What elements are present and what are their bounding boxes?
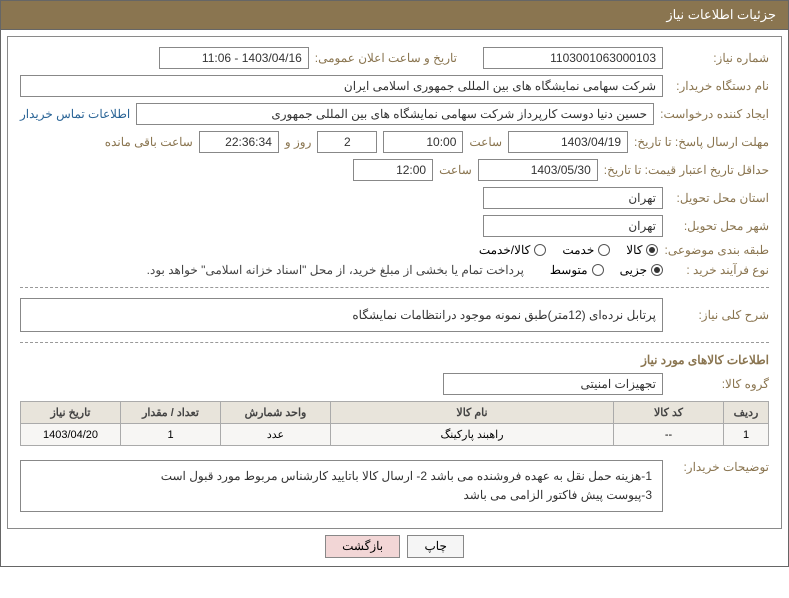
countdown-field: 22:36:34 bbox=[199, 131, 279, 153]
deadline-time-field: 10:00 bbox=[383, 131, 463, 153]
summary-field: پرتابل نرده‌ای (12متر)طبق نمونه موجود در… bbox=[20, 298, 663, 332]
table-header-row: ردیف کد کالا نام کالا واحد شمارش تعداد /… bbox=[21, 402, 769, 424]
main-frame: 🛡 AriaTender.net شماره نیاز: 11030010630… bbox=[0, 29, 789, 567]
row-summary: شرح کلی نیاز: پرتابل نرده‌ای (12متر)طبق … bbox=[20, 298, 769, 332]
col-qty: تعداد / مقدار bbox=[121, 402, 221, 424]
goods-group-field: تجهیزات امنیتی bbox=[443, 373, 663, 395]
goods-group-label: گروه کالا: bbox=[669, 377, 769, 391]
days-and-label: روز و bbox=[285, 135, 312, 149]
category-radio-group: کالا خدمت کالا/خدمت bbox=[479, 243, 659, 257]
need-number-label: شماره نیاز: bbox=[669, 51, 769, 65]
buyer-desc-line2: 3-پیوست پیش فاکتور الزامی می باشد bbox=[31, 486, 652, 505]
category-label: طبقه بندی موضوعی: bbox=[664, 243, 769, 257]
radio-partial[interactable]: جزیی bbox=[620, 263, 663, 277]
details-panel: شماره نیاز: 1103001063000103 تاریخ و ساع… bbox=[7, 36, 782, 529]
city-field: تهران bbox=[483, 215, 663, 237]
radio-service[interactable]: خدمت bbox=[562, 243, 610, 257]
radio-goods-label: کالا bbox=[626, 243, 642, 257]
deadline-label: مهلت ارسال پاسخ: تا تاریخ: bbox=[634, 135, 769, 149]
row-min-valid: حداقل تاریخ اعتبار قیمت: تا تاریخ: 1403/… bbox=[20, 159, 769, 181]
row-requester: ایجاد کننده درخواست: حسین دنیا دوست کارپ… bbox=[20, 103, 769, 125]
row-deadline: مهلت ارسال پاسخ: تا تاریخ: 1403/04/19 سا… bbox=[20, 131, 769, 153]
divider bbox=[20, 287, 769, 288]
row-category: طبقه بندی موضوعی: کالا خدمت کالا/خدمت bbox=[20, 243, 769, 257]
print-button[interactable]: چاپ bbox=[407, 535, 463, 558]
announce-label: تاریخ و ساعت اعلان عمومی: bbox=[315, 51, 457, 65]
remaining-label: ساعت باقی مانده bbox=[105, 135, 193, 149]
buyer-desc-line1: 1-هزینه حمل نقل به عهده فروشنده می باشد … bbox=[31, 467, 652, 486]
divider bbox=[20, 342, 769, 343]
cell-code: -- bbox=[614, 424, 724, 446]
row-province: استان محل تحویل: تهران bbox=[20, 187, 769, 209]
deadline-time-label: ساعت bbox=[469, 135, 502, 149]
radio-partial-label: جزیی bbox=[620, 263, 647, 277]
panel-header: جزئیات اطلاعات نیاز bbox=[0, 0, 789, 29]
city-label: شهر محل تحویل: bbox=[669, 219, 769, 233]
cell-date: 1403/04/20 bbox=[21, 424, 121, 446]
requester-label: ایجاد کننده درخواست: bbox=[660, 107, 769, 121]
process-label: نوع فرآیند خرید : bbox=[669, 263, 769, 277]
buyer-org-label: نام دستگاه خریدار: bbox=[669, 79, 769, 93]
summary-label: شرح کلی نیاز: bbox=[669, 308, 769, 322]
row-need-number: شماره نیاز: 1103001063000103 تاریخ و ساع… bbox=[20, 47, 769, 69]
process-note: پرداخت تمام یا بخشی از مبلغ خرید، از محل… bbox=[147, 263, 524, 277]
row-buyer-org: نام دستگاه خریدار: شرکت سهامی نمایشگاه ه… bbox=[20, 75, 769, 97]
radio-goods-service[interactable]: کالا/خدمت bbox=[479, 243, 546, 257]
row-city: شهر محل تحویل: تهران bbox=[20, 215, 769, 237]
panel-title: جزئیات اطلاعات نیاز bbox=[666, 7, 776, 22]
requester-field: حسین دنیا دوست کارپرداز شرکت سهامی نمایش… bbox=[136, 103, 654, 125]
buyer-desc-box: 1-هزینه حمل نقل به عهده فروشنده می باشد … bbox=[20, 460, 663, 512]
back-button[interactable]: بازگشت bbox=[325, 535, 400, 558]
button-bar: چاپ بازگشت bbox=[7, 529, 782, 560]
col-row: ردیف bbox=[724, 402, 769, 424]
process-radio-group: جزیی متوسط bbox=[550, 263, 663, 277]
announce-field: 1403/04/16 - 11:06 bbox=[159, 47, 309, 69]
radio-icon bbox=[651, 264, 663, 276]
row-buyer-desc: توضیحات خریدار: 1-هزینه حمل نقل به عهده … bbox=[20, 454, 769, 512]
radio-goods[interactable]: کالا bbox=[626, 243, 658, 257]
buyer-contact-link[interactable]: اطلاعات تماس خریدار bbox=[20, 107, 130, 121]
cell-row: 1 bbox=[724, 424, 769, 446]
cell-unit: عدد bbox=[221, 424, 331, 446]
min-valid-date-field: 1403/05/30 bbox=[478, 159, 598, 181]
radio-icon bbox=[534, 244, 546, 256]
min-valid-time-label: ساعت bbox=[439, 163, 472, 177]
col-name: نام کالا bbox=[331, 402, 614, 424]
radio-service-label: خدمت bbox=[562, 243, 594, 257]
radio-goods-service-label: کالا/خدمت bbox=[479, 243, 530, 257]
col-unit: واحد شمارش bbox=[221, 402, 331, 424]
col-code: کد کالا bbox=[614, 402, 724, 424]
deadline-date-field: 1403/04/19 bbox=[508, 131, 628, 153]
cell-qty: 1 bbox=[121, 424, 221, 446]
col-date: تاریخ نیاز bbox=[21, 402, 121, 424]
need-number-field: 1103001063000103 bbox=[483, 47, 663, 69]
buyer-desc-label: توضیحات خریدار: bbox=[669, 454, 769, 474]
table-row: 1 -- راهبند پارکینگ عدد 1 1403/04/20 bbox=[21, 424, 769, 446]
days-count-field: 2 bbox=[317, 131, 377, 153]
cell-name: راهبند پارکینگ bbox=[331, 424, 614, 446]
row-goods-group: گروه کالا: تجهیزات امنیتی bbox=[20, 373, 769, 395]
row-process: نوع فرآیند خرید : جزیی متوسط پرداخت تمام… bbox=[20, 263, 769, 277]
radio-icon bbox=[592, 264, 604, 276]
province-field: تهران bbox=[483, 187, 663, 209]
radio-medium-label: متوسط bbox=[550, 263, 588, 277]
radio-icon bbox=[598, 244, 610, 256]
goods-section-title: اطلاعات کالاهای مورد نیاز bbox=[20, 353, 769, 367]
min-valid-label: حداقل تاریخ اعتبار قیمت: تا تاریخ: bbox=[604, 163, 769, 177]
buyer-org-field: شرکت سهامی نمایشگاه های بین المللی جمهور… bbox=[20, 75, 663, 97]
goods-table: ردیف کد کالا نام کالا واحد شمارش تعداد /… bbox=[20, 401, 769, 446]
province-label: استان محل تحویل: bbox=[669, 191, 769, 205]
radio-medium[interactable]: متوسط bbox=[550, 263, 604, 277]
radio-icon bbox=[646, 244, 658, 256]
min-valid-time-field: 12:00 bbox=[353, 159, 433, 181]
